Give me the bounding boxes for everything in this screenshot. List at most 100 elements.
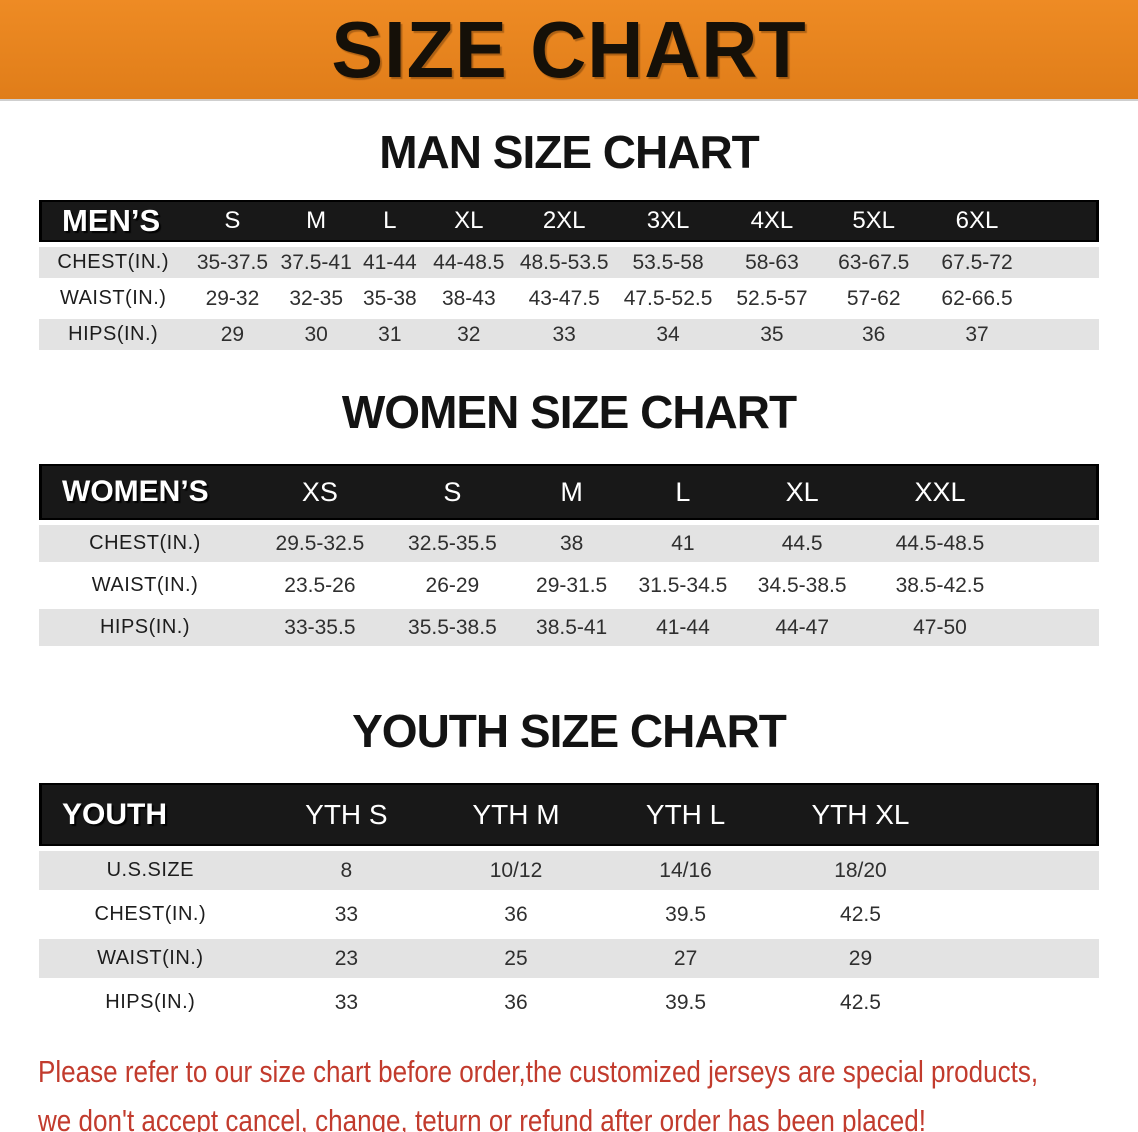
spacer-cell <box>1030 319 1099 350</box>
size-column-header: S <box>388 464 516 520</box>
cell-value: 30 <box>277 319 355 350</box>
table-row: WAIST(IN.) 23.5-26 26-29 29-31.5 31.5-34… <box>39 567 1099 604</box>
spacer-cell <box>950 939 1099 978</box>
cell-value: 44-48.5 <box>424 247 513 278</box>
row-label: CHEST(IN.) <box>39 525 251 562</box>
cell-value: 58-63 <box>720 247 824 278</box>
cell-value: 14/16 <box>600 851 771 890</box>
cell-value: 29 <box>770 939 951 978</box>
cell-value: 34.5-38.5 <box>738 567 866 604</box>
cell-value: 36 <box>431 895 601 934</box>
cell-value: 26-29 <box>388 567 516 604</box>
cell-value: 41-44 <box>354 247 425 278</box>
cell-value: 67.5-72 <box>924 247 1031 278</box>
row-label: HIPS(IN.) <box>39 609 251 646</box>
size-column-header: YTH M <box>431 783 601 846</box>
row-label: HIPS(IN.) <box>39 319 188 350</box>
cell-value: 32-35 <box>277 283 355 314</box>
size-column-header: YTH L <box>600 783 771 846</box>
row-label: WAIST(IN.) <box>39 283 188 314</box>
cell-value: 47.5-52.5 <box>615 283 721 314</box>
cell-value: 33 <box>261 895 432 934</box>
cell-value: 37 <box>924 319 1031 350</box>
cell-value: 23.5-26 <box>251 567 389 604</box>
cell-value: 35.5-38.5 <box>388 609 516 646</box>
cell-value: 35-38 <box>354 283 425 314</box>
cell-value: 33 <box>261 983 432 1022</box>
disclaimer-note: Please refer to our size chart before or… <box>38 1047 1138 1132</box>
size-column-header: 2XL <box>512 200 616 242</box>
mens-table-label: MEN’S <box>39 200 188 242</box>
cell-value: 23 <box>261 939 432 978</box>
table-row: HIPS(IN.) 33-35.5 35.5-38.5 38.5-41 41-4… <box>39 609 1099 646</box>
spacer-cell <box>950 783 1099 846</box>
cell-value: 44-47 <box>738 609 866 646</box>
cell-value: 35-37.5 <box>187 247 278 278</box>
spacer-cell <box>1030 200 1099 242</box>
youth-table-label: YOUTH <box>39 783 262 846</box>
size-column-header: YTH S <box>261 783 432 846</box>
cell-value: 25 <box>431 939 601 978</box>
size-column-header: 3XL <box>615 200 721 242</box>
spacer-cell <box>950 851 1099 890</box>
table-row: HIPS(IN.) 29 30 31 32 33 34 35 36 37 <box>39 319 1099 350</box>
cell-value: 29.5-32.5 <box>251 525 389 562</box>
banner-title: SIZE CHART <box>331 4 807 94</box>
youth-size-table: YOUTH YTH S YTH M YTH L YTH XL U.S.SIZE … <box>39 778 1099 1027</box>
cell-value: 44.5 <box>738 525 866 562</box>
cell-value: 29 <box>187 319 278 350</box>
cell-value: 47-50 <box>865 609 1015 646</box>
cell-value: 32 <box>424 319 513 350</box>
cell-value: 62-66.5 <box>924 283 1031 314</box>
cell-value: 27 <box>600 939 771 978</box>
cell-value: 39.5 <box>600 895 771 934</box>
row-label: HIPS(IN.) <box>39 983 262 1022</box>
disclaimer-line-2: we don't accept cancel, change, teturn o… <box>38 1103 927 1132</box>
table-header-row: YOUTH YTH S YTH M YTH L YTH XL <box>39 783 1099 846</box>
size-column-header: XL <box>424 200 513 242</box>
cell-value: 37.5-41 <box>277 247 355 278</box>
youth-section-heading: YOUTH SIZE CHART <box>352 705 787 757</box>
women-section-heading: WOMEN SIZE CHART <box>341 386 797 438</box>
cell-value: 10/12 <box>431 851 601 890</box>
cell-value: 39.5 <box>600 983 771 1022</box>
size-column-header: S <box>187 200 278 242</box>
cell-value: 38.5-41 <box>515 609 628 646</box>
cell-value: 42.5 <box>770 983 951 1022</box>
cell-value: 33 <box>512 319 616 350</box>
table-row: CHEST(IN.) 29.5-32.5 32.5-35.5 38 41 44.… <box>39 525 1099 562</box>
table-row: U.S.SIZE 8 10/12 14/16 18/20 <box>39 851 1099 890</box>
cell-value: 31.5-34.5 <box>627 567 739 604</box>
cell-value: 36 <box>431 983 601 1022</box>
table-header-row: MEN’S S M L XL 2XL 3XL 4XL 5XL 6XL <box>39 200 1099 242</box>
row-label: CHEST(IN.) <box>39 247 188 278</box>
row-label: U.S.SIZE <box>39 851 262 890</box>
row-label: WAIST(IN.) <box>39 567 251 604</box>
womens-size-table: WOMEN’S XS S M L XL XXL CHEST(IN.) 29.5-… <box>39 459 1099 651</box>
cell-value: 52.5-57 <box>720 283 824 314</box>
size-column-header: XL <box>738 464 866 520</box>
size-column-header: M <box>515 464 628 520</box>
spacer-cell <box>1030 283 1099 314</box>
cell-value: 33-35.5 <box>251 609 389 646</box>
cell-value: 53.5-58 <box>615 247 721 278</box>
size-chart-banner: SIZE CHART <box>0 0 1138 101</box>
cell-value: 35 <box>720 319 824 350</box>
row-label: CHEST(IN.) <box>39 895 262 934</box>
spacer-cell <box>1014 464 1099 520</box>
size-column-header: XS <box>251 464 389 520</box>
size-column-header: YTH XL <box>770 783 951 846</box>
table-row: CHEST(IN.) 33 36 39.5 42.5 <box>39 895 1099 934</box>
cell-value: 41 <box>627 525 739 562</box>
table-row: WAIST(IN.) 23 25 27 29 <box>39 939 1099 978</box>
table-row: HIPS(IN.) 33 36 39.5 42.5 <box>39 983 1099 1022</box>
size-column-header: 5XL <box>823 200 925 242</box>
size-column-header: 4XL <box>720 200 824 242</box>
mens-size-table: MEN’S S M L XL 2XL 3XL 4XL 5XL 6XL CHEST… <box>39 195 1099 355</box>
cell-value: 18/20 <box>770 851 951 890</box>
cell-value: 57-62 <box>823 283 925 314</box>
spacer-cell <box>1014 525 1099 562</box>
size-column-header: 6XL <box>924 200 1031 242</box>
cell-value: 29-32 <box>187 283 278 314</box>
cell-value: 38.5-42.5 <box>865 567 1015 604</box>
